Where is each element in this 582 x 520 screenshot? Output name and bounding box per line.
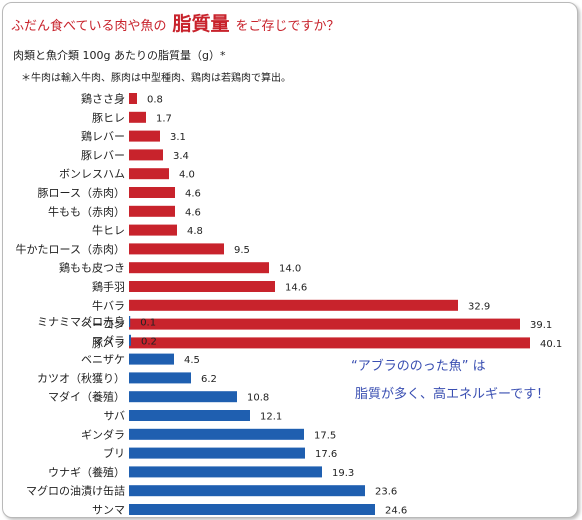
meat-value-label: 4.6: [185, 189, 201, 200]
fish-value-label: 12.1: [260, 412, 282, 423]
meat-value-label: 4.8: [187, 226, 203, 237]
title-suffix: をご存じですか？: [235, 19, 340, 34]
fish-category-label: ブリ: [103, 446, 125, 460]
annotation-line-1: “アブラののった魚” は: [351, 359, 486, 374]
meat-value-label: 39.1: [530, 320, 552, 331]
meat-bar: [129, 130, 160, 142]
fish-bar: [129, 466, 322, 478]
meat-category-label: 鶏レバー: [81, 129, 125, 143]
fish-bar: [129, 447, 305, 459]
fish-category-label: マダラ: [92, 333, 125, 347]
fish-category-label: マダイ（養殖）: [48, 390, 125, 404]
fish-value-label: 19.3: [332, 468, 354, 479]
fish-bar: [129, 391, 237, 403]
fat-content-bar-chart: 鶏ささ身 0.8 豚ヒレ 1.7 鶏レバー 3.1 豚レバー 3.4 ボンレスハム 4.0 豚ロース…: [16, 92, 563, 517]
meat-bar: [129, 262, 269, 274]
fish-bar: [129, 334, 131, 346]
fish-value-label: 24.6: [385, 506, 407, 517]
meat-category-label: ベーコン: [81, 318, 125, 331]
meat-category-label: 豚レバー: [81, 149, 125, 162]
meat-bar: [129, 205, 175, 217]
fish-value-label: 0.2: [141, 336, 157, 347]
fish-category-label: マグロの油漬け缶詰: [26, 484, 125, 498]
meat-bar: [129, 93, 137, 104]
meat-bar: [129, 149, 163, 161]
meat-category-label: 鶏もも皮つき: [59, 261, 125, 275]
meat-category-label: 鶏手羽: [92, 280, 125, 294]
meat-value-label: 14.6: [285, 283, 307, 294]
fish-value-label: 23.6: [375, 487, 397, 498]
fish-category-label: ギンダラ: [81, 427, 125, 441]
fish-bar: [129, 428, 304, 440]
fish-category-label: ベニザケ: [81, 353, 125, 366]
meat-bar: [129, 111, 146, 123]
meat-category-label: 豚ロース（赤肉）: [38, 187, 125, 200]
chart-subtitle: 肉類と魚介類 100g あたりの脂質量（g）*: [13, 49, 226, 62]
fish-category-label: カツオ（秋獲り）: [37, 371, 125, 385]
meat-bar: [129, 337, 530, 349]
fish-category-label: サバ: [103, 410, 125, 423]
meat-bar: [129, 224, 177, 236]
meat-category-label: 牛バラ: [92, 298, 125, 312]
fish-category-label: サンマ: [92, 504, 125, 517]
fish-category-label: ミナミマグロ赤身: [37, 315, 125, 329]
chart-title: ふだん食べている肉や魚の 脂質量 をご存じですか？: [11, 9, 340, 36]
meat-value-label: 1.7: [156, 113, 172, 124]
fish-value-label: 6.2: [201, 374, 217, 385]
fish-value-label: 10.8: [247, 393, 269, 404]
meat-bar: [129, 168, 169, 180]
meat-category-label: 牛もも（赤肉）: [48, 204, 125, 218]
annotation-line-2: 脂質が多く、高エネルギーです！: [355, 387, 550, 402]
meat-value-label: 9.5: [234, 245, 250, 256]
fish-value-label: 17.5: [314, 430, 336, 441]
meat-category-label: ボンレスハム: [59, 168, 125, 181]
meat-bar: [129, 318, 520, 330]
fish-bar: [129, 485, 365, 497]
fish-bar: [129, 504, 375, 515]
title-emphasis: 脂質量: [172, 13, 230, 35]
meat-value-label: 4.6: [185, 207, 201, 218]
meat-category-label: 牛ヒレ: [92, 223, 125, 237]
fish-bar: [129, 410, 250, 421]
meat-value-label: 0.8: [147, 95, 163, 106]
meat-category-label: 鶏ささ身: [81, 92, 125, 106]
meat-value-label: 14.0: [279, 264, 301, 275]
fish-category-label: ウナギ（養殖）: [48, 465, 125, 479]
meat-value-label: 40.1: [540, 339, 562, 350]
fish-value-label: 0.1: [140, 318, 156, 329]
meat-value-label: 3.4: [173, 151, 189, 162]
chart-footnote: ＊牛肉は輸入牛肉、豚肉は中型種肉、鶏肉は若鶏肉で算出。: [21, 73, 291, 84]
title-prefix: ふだん食べている肉や魚の: [11, 19, 167, 34]
meat-category-label: 豚バラ: [92, 337, 125, 350]
meat-bar: [129, 281, 275, 292]
fish-bar: [129, 353, 174, 365]
meat-bar: [129, 187, 175, 198]
meat-value-label: 3.1: [170, 132, 186, 143]
fish-bar: [129, 316, 131, 327]
meat-value-label: 32.9: [468, 301, 490, 312]
fish-value-label: 4.5: [184, 355, 200, 366]
fish-value-label: 17.6: [315, 449, 337, 460]
meat-bar: [129, 243, 224, 255]
meat-bar: [129, 299, 458, 311]
meat-value-label: 4.0: [179, 170, 195, 181]
meat-category-label: 豚ヒレ: [92, 111, 125, 124]
meat-category-label: 牛かたロース（赤肉）: [16, 242, 125, 256]
fish-bar: [129, 372, 191, 384]
